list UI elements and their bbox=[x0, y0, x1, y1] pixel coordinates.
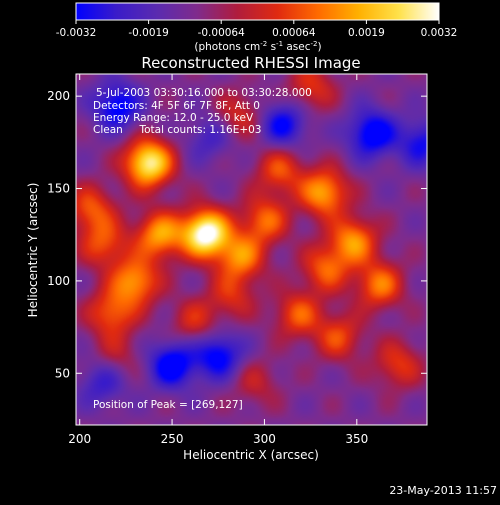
heatmap-container bbox=[76, 74, 427, 425]
plot-frame bbox=[75, 73, 428, 426]
x-axis-label: Heliocentric X (arcsec) bbox=[183, 448, 319, 462]
y-tick-label: 50 bbox=[55, 366, 70, 380]
colorbar-ticks: -0.0032 -0.0019 -0.00064 0.00064 0.0019 0.003… bbox=[56, 20, 458, 39]
y-axis-label: Heliocentric Y (arcsec) bbox=[26, 183, 40, 318]
chart-title: Reconstructed RHESSI Image bbox=[141, 54, 360, 72]
annotation-time: 5-Jul-2003 03:30:16.000 to 03:30:28.000 bbox=[96, 87, 312, 99]
colorbar-units: (photons cm-2 s-1 asec-2) bbox=[194, 40, 321, 53]
heatmap-image bbox=[76, 74, 427, 425]
x-axis-ticks: 200 250 300 350 bbox=[68, 74, 368, 446]
annotation-clean: Clean Total counts: 1.16E+03 bbox=[93, 124, 262, 136]
colorbar: -0.0032 -0.0019 -0.00064 0.00064 0.0019 0.003… bbox=[56, 2, 458, 53]
y-tick-label: 100 bbox=[47, 274, 70, 288]
x-tick-label: 250 bbox=[161, 432, 184, 446]
annotations: 5-Jul-2003 03:30:16.000 to 03:30:28.000 … bbox=[93, 87, 312, 411]
colorbar-tick-label: 0.0032 bbox=[421, 27, 458, 39]
y-tick-label: 200 bbox=[47, 89, 70, 103]
y-tick-label: 150 bbox=[47, 182, 70, 196]
colorbar-tick-label: -0.00064 bbox=[198, 27, 246, 39]
colorbar-tick-label: 0.00064 bbox=[272, 27, 316, 39]
x-tick-label: 300 bbox=[253, 432, 276, 446]
colorbar-tick-label: 0.0019 bbox=[348, 27, 385, 39]
x-tick-label: 350 bbox=[345, 432, 368, 446]
colorbar-gradient bbox=[75, 2, 440, 21]
colorbar-tick-label: -0.0032 bbox=[56, 27, 97, 39]
annotation-detectors: Detectors: 4F 5F 6F 7F 8F, Att 0 bbox=[93, 100, 260, 112]
footer-date: 23-May-2013 11:57 bbox=[389, 484, 497, 497]
x-tick-label: 200 bbox=[68, 432, 91, 446]
annotation-peak: Position of Peak = [269,127] bbox=[93, 399, 243, 411]
y-axis-ticks: 50 100 150 200 bbox=[47, 89, 427, 380]
annotation-energy: Energy Range: 12.0 - 25.0 keV bbox=[93, 112, 254, 124]
colorbar-tick-label: -0.0019 bbox=[128, 27, 169, 39]
